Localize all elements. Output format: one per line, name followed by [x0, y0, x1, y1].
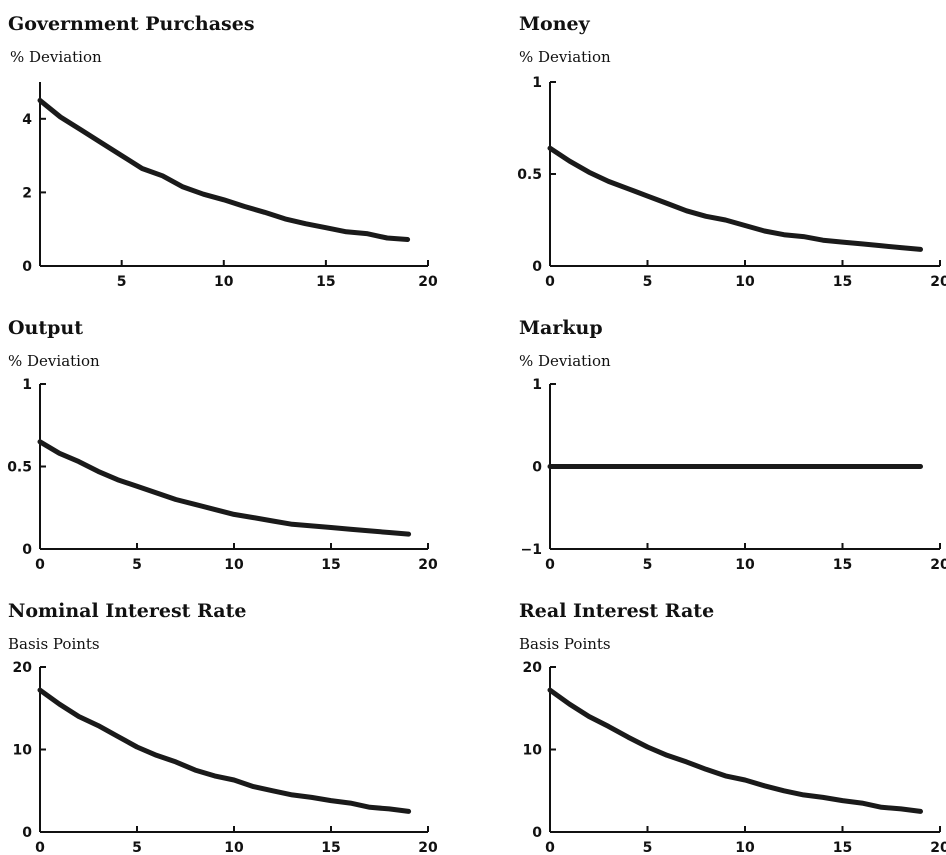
x-tick-label: 15	[833, 557, 852, 573]
y-tick-label: 10	[13, 743, 33, 759]
y-tick-label: 0	[532, 460, 542, 476]
x-tick-label: 0	[545, 557, 555, 573]
y-tick-label: 0	[22, 259, 32, 275]
x-tick-label: 15	[833, 840, 852, 855]
y-axis-label: % Deviation	[519, 48, 611, 66]
series-line	[37, 97, 411, 242]
series-line	[547, 145, 923, 252]
x-tick-label: 0	[35, 557, 45, 573]
x-tick-label: 0	[545, 274, 555, 290]
y-tick-label: −1	[521, 542, 542, 558]
x-tick-label: 15	[316, 274, 335, 290]
x-tick-label: 10	[224, 557, 244, 573]
y-tick-label: 0	[22, 825, 32, 841]
y-axis-label: % Deviation	[8, 352, 100, 370]
chart-title: Output	[8, 317, 83, 339]
y-axis-label: % Deviation	[519, 352, 611, 370]
y-axis-label: Basis Points	[519, 635, 611, 653]
y-tick-label: 1	[532, 377, 542, 393]
x-tick-label: 5	[132, 557, 142, 573]
y-tick-label: 0.5	[7, 460, 32, 476]
x-tick-label: 20	[930, 557, 946, 573]
chart-panel-0: Government Purchases % Deviation 5 10 15 20 0 2…	[8, 13, 438, 290]
x-tick-label: 10	[224, 840, 244, 855]
x-tick-label: 5	[643, 557, 653, 573]
chart-panel-2: Output % Deviation 0 5 10 15 20 0 0.5 1	[7, 317, 438, 573]
y-tick-label: 1	[22, 377, 32, 393]
x-tick-label: 15	[833, 274, 852, 290]
chart-title: Government Purchases	[8, 13, 255, 35]
series-line	[547, 687, 923, 814]
x-tick-label: 5	[117, 274, 127, 290]
y-tick-label: 20	[523, 660, 543, 676]
y-tick-label: 0.5	[517, 167, 542, 183]
x-tick-label: 5	[643, 840, 653, 855]
x-tick-label: 10	[214, 274, 234, 290]
x-tick-label: 0	[545, 840, 555, 855]
chart-panel-1: Money % Deviation 0 5 10 15 20 0 0.5 1	[517, 13, 946, 290]
y-tick-label: 4	[22, 112, 32, 128]
chart-panel-5: Real Interest Rate Basis Points 0 5 10 15 20 0 1…	[519, 600, 946, 855]
x-tick-label: 5	[132, 840, 142, 855]
y-tick-label: 2	[22, 185, 32, 201]
x-tick-label: 5	[643, 274, 653, 290]
chart-title: Markup	[519, 317, 603, 339]
x-tick-label: 10	[735, 557, 755, 573]
series-line	[37, 687, 412, 814]
chart-panel-4: Nominal Interest Rate Basis Points 0 5 10 15 2…	[8, 600, 438, 855]
x-tick-label: 15	[321, 557, 340, 573]
x-tick-label: 0	[35, 840, 45, 855]
y-tick-label: 0	[22, 542, 32, 558]
y-tick-label: 0	[532, 825, 542, 841]
series-line	[37, 439, 412, 537]
y-tick-label: 0	[532, 259, 542, 275]
y-axis-label: % Deviation	[10, 48, 102, 66]
x-tick-label: 20	[930, 274, 946, 290]
chart-title: Real Interest Rate	[519, 600, 714, 622]
y-tick-label: 20	[13, 660, 33, 676]
x-tick-label: 10	[735, 840, 755, 855]
chart-title: Nominal Interest Rate	[8, 600, 246, 622]
x-tick-label: 20	[418, 557, 438, 573]
y-tick-label: 10	[523, 743, 543, 759]
y-tick-label: 1	[532, 75, 542, 91]
x-tick-label: 15	[321, 840, 340, 855]
x-tick-label: 20	[418, 274, 438, 290]
chart-title: Money	[519, 13, 591, 35]
x-tick-label: 10	[735, 274, 755, 290]
y-axis-label: Basis Points	[8, 635, 100, 653]
x-tick-label: 20	[418, 840, 438, 855]
x-tick-label: 20	[930, 840, 946, 855]
